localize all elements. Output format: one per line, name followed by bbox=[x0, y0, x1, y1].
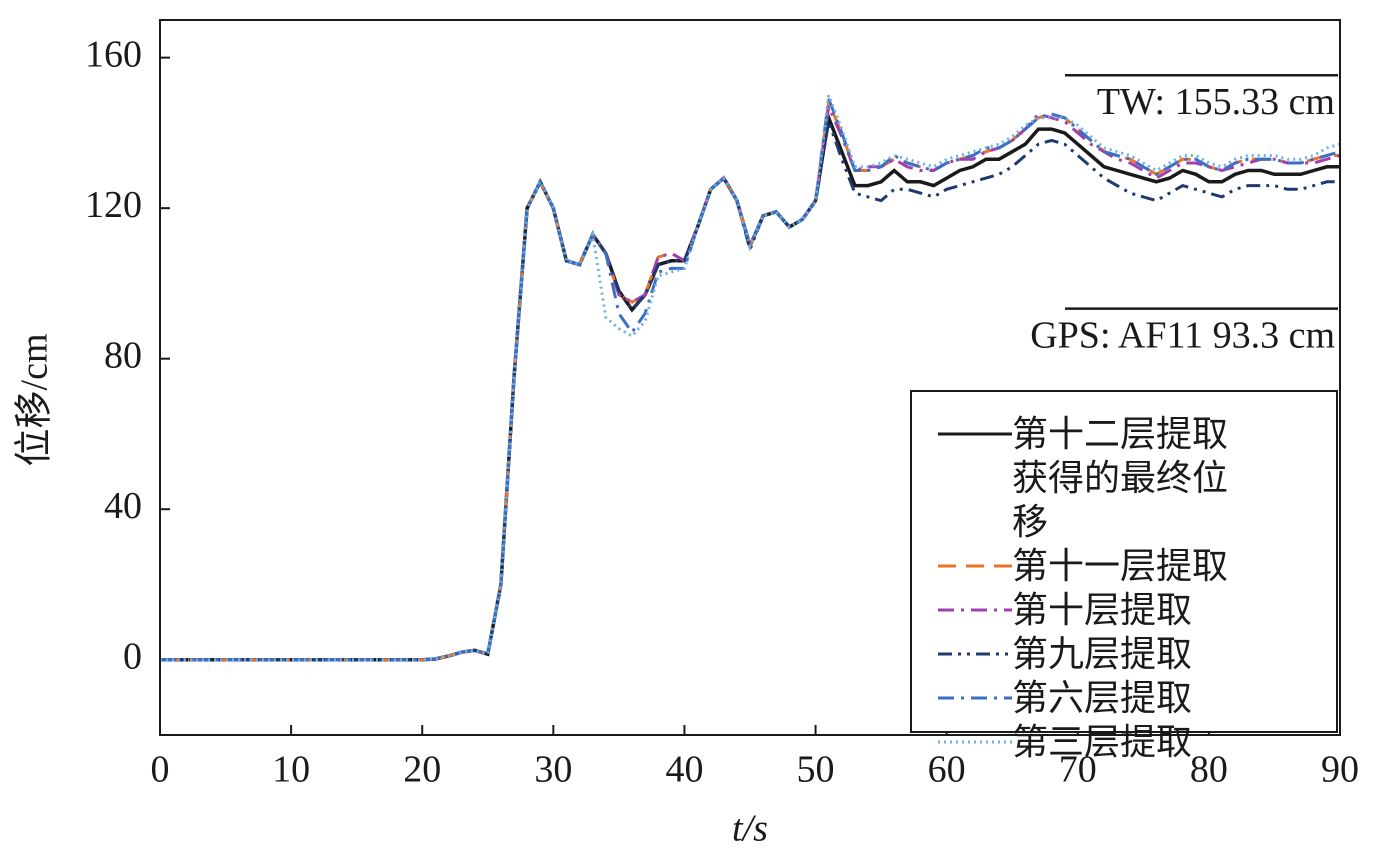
legend-swatch bbox=[938, 564, 1012, 568]
legend-label: 第九层提取 bbox=[1012, 634, 1193, 674]
legend-swatch bbox=[938, 432, 1012, 436]
y-tick-label: 120 bbox=[85, 184, 142, 226]
legend-entry: 第十层提取 bbox=[912, 588, 1336, 632]
legend-label: 第三层提取 bbox=[1012, 722, 1193, 762]
y-tick-label: 40 bbox=[104, 485, 142, 527]
x-tick-label: 90 bbox=[1321, 749, 1359, 791]
legend-entry: 第六层提取 bbox=[912, 676, 1336, 720]
plot-frame bbox=[159, 19, 1341, 736]
y-tick-label: 80 bbox=[104, 334, 142, 376]
annotation: GPS: AF11 93.3 cm bbox=[1030, 314, 1335, 356]
series-line bbox=[160, 121, 1340, 662]
legend-label: 第十二层提取获得的最终位移 bbox=[1012, 414, 1229, 542]
legend-entry: 第十二层提取获得的最终位移 bbox=[912, 412, 1336, 544]
x-tick-label: 80 bbox=[1190, 749, 1228, 791]
x-tick-label: 50 bbox=[797, 749, 835, 791]
x-axis-label: t/s bbox=[732, 808, 768, 850]
y-tick-label: 0 bbox=[123, 635, 142, 677]
x-tick-label: 30 bbox=[534, 749, 572, 791]
legend-swatch bbox=[938, 652, 1012, 656]
legend-entry: 第九层提取 bbox=[912, 632, 1336, 676]
y-tick-label: 160 bbox=[85, 33, 142, 75]
legend-swatch bbox=[938, 608, 1012, 612]
legend-label: 第六层提取 bbox=[1012, 678, 1193, 718]
annotation: TW: 155.33 cm bbox=[1097, 81, 1335, 123]
x-tick-label: 10 bbox=[272, 749, 310, 791]
legend-swatch bbox=[938, 696, 1012, 700]
x-tick-label: 60 bbox=[928, 749, 966, 791]
x-tick-label: 40 bbox=[665, 749, 703, 791]
legend-entry: 第十一层提取 bbox=[912, 544, 1336, 588]
legend-entry: 第三层提取 bbox=[912, 720, 1336, 764]
legend-label: 第十层提取 bbox=[1012, 590, 1193, 630]
legend: 第十二层提取获得的最终位移 第十一层提取 第十层提取 第九层提取 第六层提取 第三层提取 bbox=[910, 390, 1338, 762]
y-axis-label: 位移/cm bbox=[14, 334, 56, 467]
legend-swatch bbox=[938, 740, 1012, 744]
series-line bbox=[160, 94, 1341, 662]
x-tick-label: 70 bbox=[1059, 749, 1097, 791]
x-tick-label: 0 bbox=[151, 749, 170, 791]
legend-label: 第十一层提取 bbox=[1012, 546, 1229, 586]
x-tick-label: 20 bbox=[403, 749, 441, 791]
